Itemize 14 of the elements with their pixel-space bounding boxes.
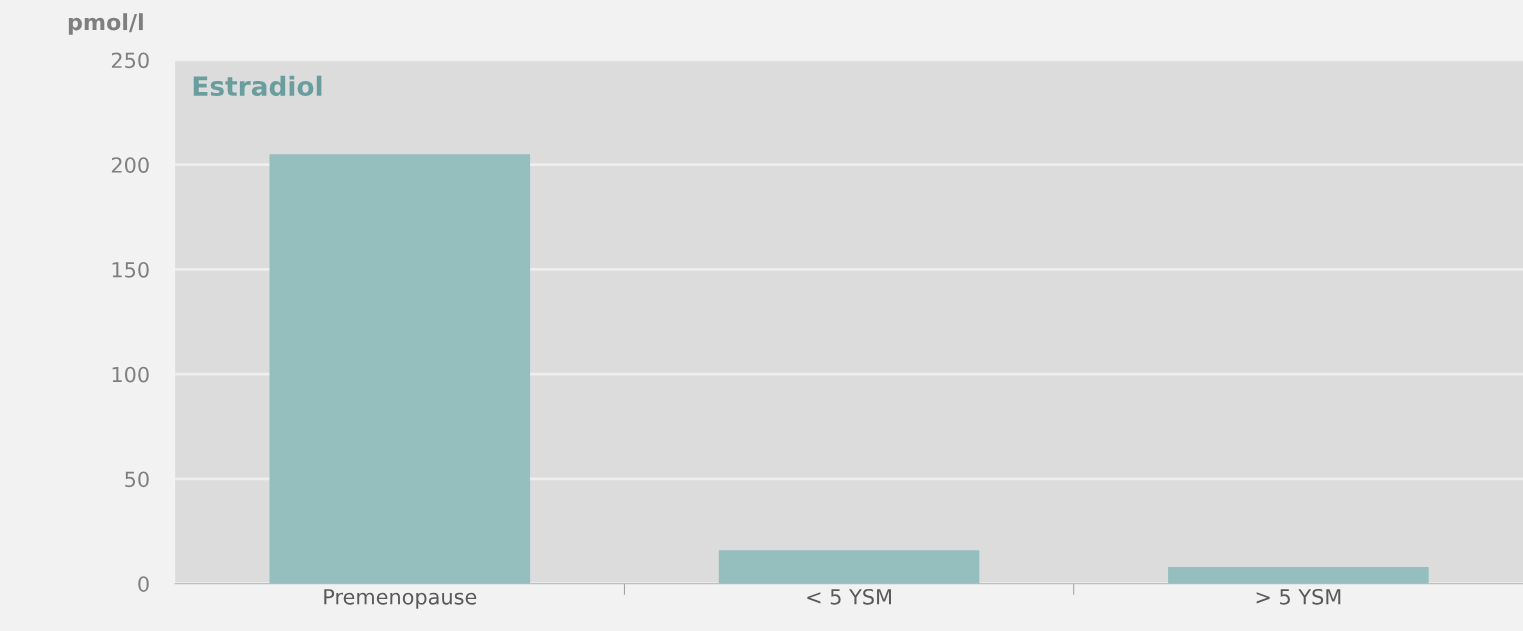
y-tick-label: 50 (125, 471, 149, 488)
y-axis-title: pmol/l (68, 13, 143, 35)
bar (269, 154, 531, 584)
y-tick-label: 0 (138, 576, 149, 592)
y-tick-label: 150 (112, 261, 149, 278)
annotation: Estradiol (193, 75, 322, 97)
y-tick-label: 100 (112, 366, 149, 383)
x-tick-label: Premenopause (324, 589, 477, 609)
x-tick-label: < 5 YSM (807, 588, 891, 605)
bar (718, 550, 980, 584)
y-tick-label: 200 (111, 157, 149, 173)
y-tick-label: 250 (111, 52, 149, 69)
bar (1168, 566, 1429, 584)
x-tick-label: > 5 YSM (1256, 588, 1341, 605)
